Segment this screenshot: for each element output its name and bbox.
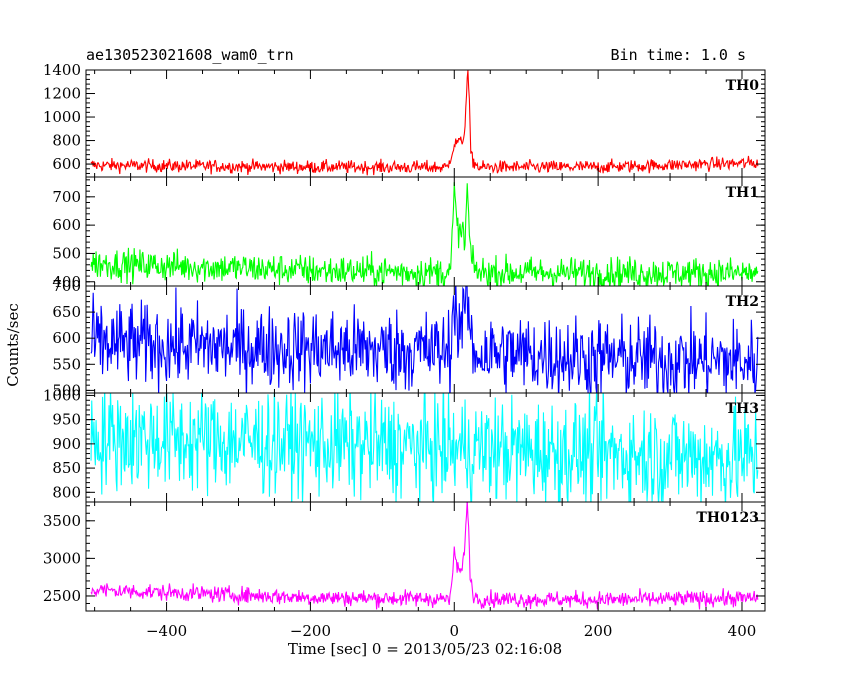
y-tick-label: 600 [52, 216, 81, 234]
panel-frame [85, 69, 766, 178]
y-tick-label: 700 [52, 277, 81, 295]
panel-th0: 600 800 1000 1200 1400 TH0 [43, 61, 766, 178]
series-line-th3 [90, 393, 759, 502]
panel-th2: 500 550 600 650 700 TH2 [52, 277, 766, 399]
chart-title: ae130523021608_wam0_trn [86, 46, 294, 64]
y-tick-label: 800 [52, 483, 81, 501]
y-tick-label: 3500 [43, 512, 81, 530]
panel-th3: 800 850 900 950 1000 TH3 [43, 386, 766, 503]
x-tick-label: 0 [449, 622, 459, 640]
y-tick-label: 1400 [43, 61, 81, 79]
y-tick-label: 900 [52, 435, 81, 453]
series-line-th2 [90, 286, 759, 393]
y-tick-label: 950 [52, 411, 81, 429]
panel-label-th2: TH2 [726, 294, 759, 310]
x-tick-label: 200 [584, 622, 613, 640]
panel-label-th0: TH0 [726, 78, 760, 94]
panel-frame [85, 501, 766, 612]
series-line-th0 [90, 70, 759, 176]
x-axis-ticks: −400 −200 0 200 400 [146, 622, 756, 640]
x-axis-label: Time [sec] 0 = 2013/05/23 02:16:08 [288, 640, 562, 658]
panel-label-th1: TH1 [726, 185, 759, 201]
y-tick-label: 1000 [43, 108, 81, 126]
y-tick-label: 550 [52, 355, 81, 373]
y-tick-label: 600 [52, 329, 81, 347]
y-tick-label: 500 [52, 381, 81, 399]
x-tick-label: 400 [728, 622, 757, 640]
y-tick-label: 1200 [43, 85, 81, 103]
bin-time-label: Bin time: 1.0 s [611, 46, 746, 64]
y-tick-label: 600 [52, 155, 81, 173]
panel-label-th0123: TH0123 [696, 510, 759, 526]
panel-th0123: 2500 3000 3500 TH0123 [43, 501, 766, 612]
y-tick-label: 1000 [43, 386, 81, 404]
y-tick-label: 2500 [43, 587, 81, 605]
y-tick-label: 850 [52, 459, 81, 477]
panel-label-th3: TH3 [726, 401, 759, 417]
x-tick-label: −200 [290, 622, 331, 640]
y-tick-label: 3000 [43, 549, 81, 567]
y-axis-label: Counts/sec [4, 303, 22, 387]
y-tick-label: 400 [52, 273, 81, 291]
y-tick-label: 700 [52, 188, 81, 206]
y-tick-label: 500 [52, 244, 81, 262]
series-line-th1 [90, 182, 759, 286]
x-tick-label: −400 [146, 622, 187, 640]
panel-th1: 400 500 600 700 TH1 [52, 176, 766, 291]
y-tick-label: 800 [52, 132, 81, 150]
series-line-th0123 [90, 502, 759, 610]
y-tick-label: 650 [52, 303, 81, 321]
